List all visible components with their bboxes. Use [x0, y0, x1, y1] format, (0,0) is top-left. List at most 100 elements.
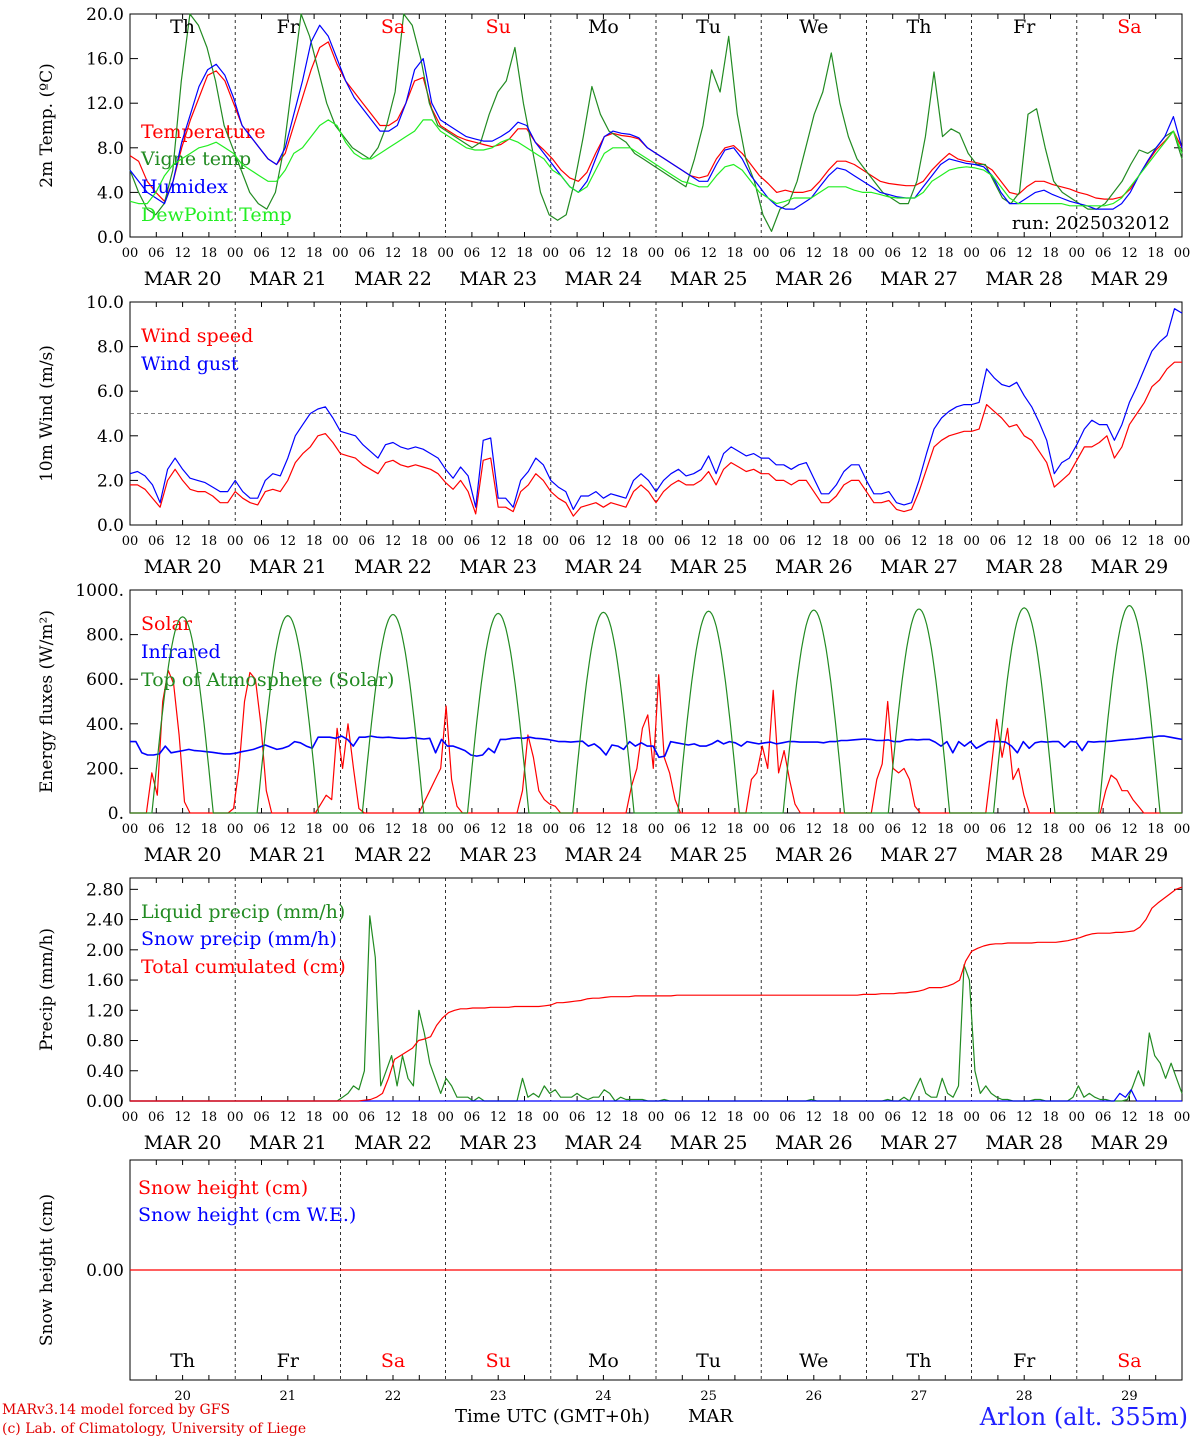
- hour-label: 18: [1147, 1110, 1164, 1125]
- panel-temp: 0.0 4.0 8.0 12.0 16.0 20.0 2m Temp. (ºC) Temper…: [37, 5, 1190, 290]
- hour-label: 00: [858, 1110, 875, 1125]
- date-label: MAR 27: [880, 556, 958, 578]
- hour-label: 06: [1095, 534, 1112, 549]
- hour-label: 00: [227, 1110, 244, 1125]
- hour-label: 00: [858, 534, 875, 549]
- hour-label: 06: [148, 1110, 165, 1125]
- legend-entry: Snow precip (mm/h): [141, 928, 337, 950]
- hour-label: 06: [569, 1110, 586, 1125]
- day-number-label: 25: [700, 1389, 717, 1404]
- hour-label: 00: [963, 822, 980, 837]
- hour-label: 12: [280, 822, 297, 837]
- hour-label: 06: [253, 1110, 270, 1125]
- hour-label: 00: [648, 246, 665, 261]
- hour-label: 12: [806, 534, 823, 549]
- y-tick-label: 20.0: [86, 5, 124, 25]
- hour-label: 06: [569, 534, 586, 549]
- hour-label: 00: [227, 534, 244, 549]
- y-tick-label: 600.: [86, 670, 124, 690]
- hour-label: 18: [937, 534, 954, 549]
- hour-label: 00: [1069, 822, 1086, 837]
- series-line-infrared: [130, 735, 1183, 759]
- hour-label: 12: [700, 246, 717, 261]
- day-name-label: Mo: [588, 16, 619, 38]
- hour-label: 06: [148, 822, 165, 837]
- y-axis-title: Energy fluxes (W/m²): [37, 610, 57, 793]
- y-tick-label: 2.0: [97, 471, 124, 491]
- date-label: MAR 21: [249, 556, 327, 578]
- hour-label: 12: [806, 246, 823, 261]
- hour-label: 00: [1174, 534, 1191, 549]
- y-tick-label: 200.: [86, 759, 124, 779]
- hour-label: 06: [674, 822, 691, 837]
- hour-label: 00: [437, 534, 454, 549]
- day-name-label: Fr: [277, 16, 300, 38]
- legend-entry: Snow height (cm W.E.): [138, 1204, 356, 1226]
- hour-label: 06: [253, 822, 270, 837]
- date-label: MAR 24: [565, 268, 643, 290]
- day-name-label: Su: [486, 1350, 511, 1372]
- hour-label: 12: [700, 1110, 717, 1125]
- y-axis-title: Snow height (cm): [37, 1194, 57, 1346]
- hour-label: 00: [543, 822, 560, 837]
- day-name-label: We: [799, 1350, 828, 1372]
- hour-label: 12: [1016, 246, 1033, 261]
- date-label: MAR 20: [144, 844, 222, 866]
- hour-label: 00: [648, 822, 665, 837]
- legend-entry: Solar: [141, 613, 193, 635]
- hour-label: 18: [516, 534, 533, 549]
- hour-label: 00: [648, 1110, 665, 1125]
- hour-label: 06: [148, 534, 165, 549]
- y-tick-label: 0.: [108, 804, 124, 824]
- hour-label: 18: [516, 246, 533, 261]
- hour-label: 00: [963, 1110, 980, 1125]
- hour-label: 06: [990, 534, 1007, 549]
- hour-label: 12: [490, 246, 507, 261]
- hour-label: 18: [937, 1110, 954, 1125]
- y-tick-label: 4.0: [97, 183, 124, 203]
- day-name-label: Sa: [1117, 1350, 1141, 1372]
- hour-label: 06: [569, 822, 586, 837]
- hour-label: 06: [464, 534, 481, 549]
- y-tick-label: 0.00: [86, 1092, 124, 1112]
- hour-label: 00: [122, 1110, 139, 1125]
- day-number-label: 24: [595, 1389, 612, 1404]
- panel-wind: 0.0 2.0 4.0 6.0 8.0 10.0 10m Wind (m/s) Wind sp…: [37, 293, 1190, 578]
- hour-label: 12: [174, 1110, 191, 1125]
- hour-label: 18: [621, 822, 638, 837]
- hour-label: 12: [1121, 1110, 1138, 1125]
- hour-label: 12: [700, 822, 717, 837]
- hour-label: 06: [779, 822, 796, 837]
- hour-label: 00: [963, 534, 980, 549]
- panel-precip: 0.00 0.40 0.80 1.20 1.60 2.00 2.40 2.80 Precip (…: [37, 877, 1190, 1154]
- y-tick-label: 2.40: [86, 911, 124, 931]
- hour-label: 06: [253, 246, 270, 261]
- hour-label: 12: [280, 534, 297, 549]
- hour-label: 18: [201, 1110, 218, 1125]
- day-name-label: Su: [486, 16, 511, 38]
- y-tick-label: 400.: [86, 715, 124, 735]
- date-label: MAR 24: [565, 556, 643, 578]
- legend-entry: Liquid precip (mm/h): [141, 901, 345, 923]
- day-name-label: We: [799, 16, 828, 38]
- date-label: MAR 20: [144, 556, 222, 578]
- legend-entry: Vigne temp: [140, 148, 251, 170]
- hour-label: 18: [306, 534, 323, 549]
- hour-label: 06: [358, 246, 375, 261]
- day-number-label: 22: [385, 1389, 402, 1404]
- date-label: MAR 23: [459, 556, 537, 578]
- hour-label: 00: [437, 822, 454, 837]
- hour-label: 06: [674, 1110, 691, 1125]
- legend-entry: Snow height (cm): [138, 1177, 308, 1199]
- hour-label: 18: [1147, 534, 1164, 549]
- date-label: MAR 26: [775, 844, 853, 866]
- day-name-label: Fr: [277, 1350, 300, 1372]
- hour-label: 12: [595, 822, 612, 837]
- hour-label: 18: [1042, 246, 1059, 261]
- hour-label: 18: [621, 1110, 638, 1125]
- date-label: MAR 23: [459, 1132, 537, 1154]
- station-name: Arlon (alt. 355m): [979, 1403, 1188, 1431]
- hour-label: 00: [332, 246, 349, 261]
- y-tick-label: 800.: [86, 626, 124, 646]
